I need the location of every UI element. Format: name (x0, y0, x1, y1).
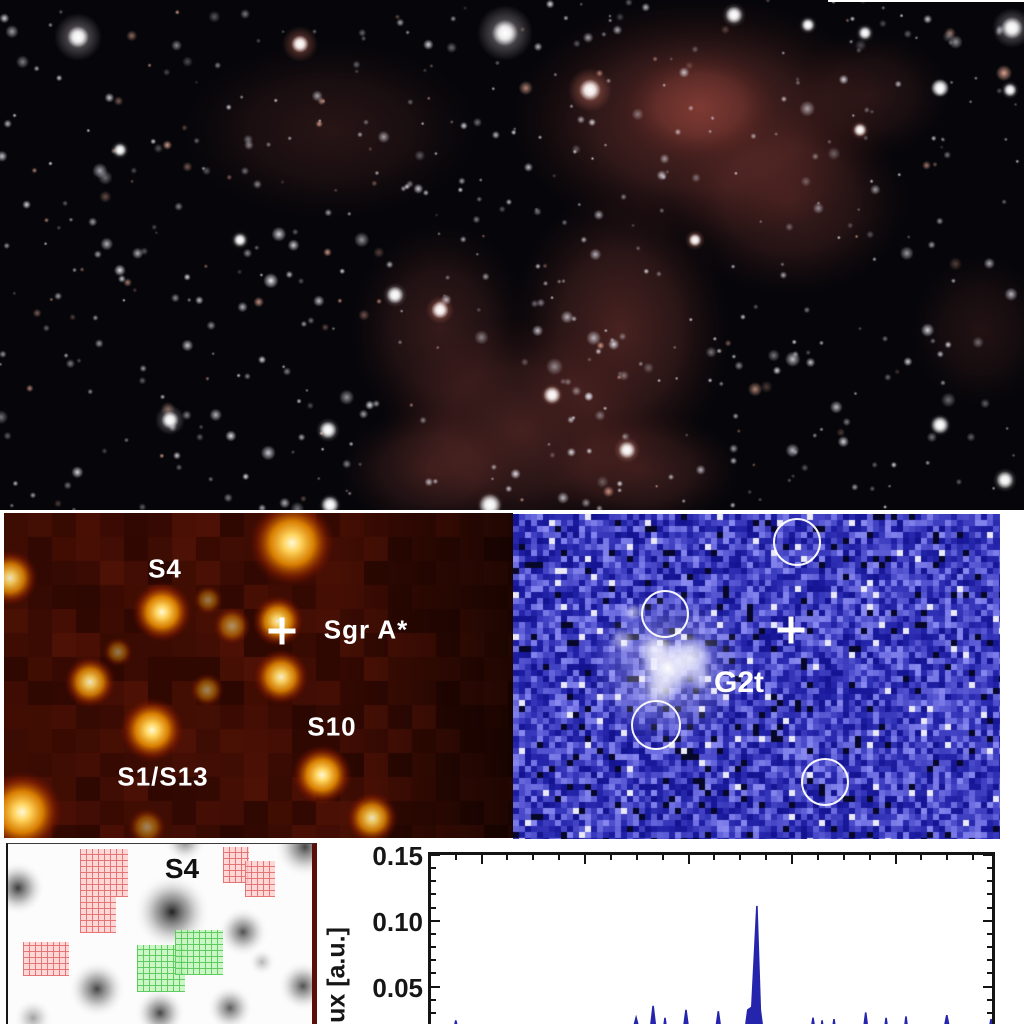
axis-tick (480, 855, 483, 864)
aperture-circle (631, 700, 681, 750)
axis-tick (946, 855, 949, 860)
axis-tick (584, 855, 586, 864)
axis-tick (431, 972, 436, 975)
axis-tick (661, 855, 664, 860)
axis-tick (987, 1011, 992, 1014)
axis-tick (816, 855, 819, 860)
axis-tick (431, 893, 436, 896)
image-edge-artifact (828, 0, 1024, 2)
axis-tick (431, 867, 436, 870)
object-label-g2t: G2t (713, 666, 765, 699)
axis-tick (431, 880, 436, 883)
star-label-s10: S10 (307, 711, 357, 742)
axis-tick (920, 855, 923, 860)
spectrum-plot-frame (428, 852, 995, 1024)
aperture-circle (801, 758, 849, 806)
axis-tick (983, 854, 992, 856)
residual-noise-image (513, 514, 1000, 839)
axis-tick (431, 854, 440, 856)
axis-tick (454, 855, 457, 860)
axis-tick (987, 906, 992, 909)
aperture-region-red (80, 849, 128, 897)
axis-tick (842, 855, 845, 860)
axis-tick (431, 959, 436, 962)
axis-tick (431, 998, 436, 1001)
axis-tick (987, 998, 992, 1001)
aperture-region-red (223, 847, 249, 883)
axis-tick (987, 972, 992, 975)
axis-tick (687, 855, 690, 864)
sky-image-panel (0, 0, 1024, 510)
axis-tick (987, 946, 992, 949)
axis-tick (431, 932, 436, 935)
aperture-region-red (245, 861, 275, 897)
axis-tick (987, 932, 992, 935)
axis-tick (983, 919, 992, 922)
axis-tick (532, 855, 535, 860)
axis-tick (791, 855, 794, 864)
axis-tick (713, 855, 716, 860)
y-axis-label: ux [a.u.] (322, 927, 351, 1023)
axis-tick (868, 855, 871, 860)
flux-map-image (4, 513, 513, 838)
aperture-region-red (80, 897, 116, 933)
axis-tick (609, 855, 612, 860)
axis-tick (635, 855, 638, 860)
sgra-position-cross-2 (777, 616, 805, 644)
axis-tick (506, 855, 509, 860)
axis-tick (765, 855, 768, 860)
axis-tick (987, 893, 992, 896)
aperture-region-green (175, 930, 223, 975)
star-label-sgra: Sgr A* (323, 614, 409, 645)
axis-tick (987, 959, 992, 962)
aperture-circle (773, 518, 821, 566)
axis-tick (987, 880, 992, 883)
residual-map-panel (513, 514, 1000, 839)
axis-tick (431, 985, 440, 988)
aperture-region-red (23, 942, 69, 976)
axis-tick (983, 985, 992, 988)
star-label-s4: S4 (148, 553, 182, 584)
y-tick-label-005: 0.05 (372, 973, 423, 1003)
axis-tick (431, 1011, 436, 1014)
axis-tick (739, 855, 742, 860)
starfield-image (0, 0, 1024, 510)
sgra-position-cross (268, 617, 296, 645)
star-label-s4-gray: S4 (164, 853, 200, 884)
axis-tick (431, 906, 436, 909)
y-tick-label-015: 0.15 (372, 841, 423, 871)
axis-tick (431, 946, 436, 949)
y-tick-label-010: 0.10 (372, 907, 423, 937)
aperture-circle (641, 590, 689, 638)
axis-tick (558, 855, 561, 860)
axis-tick (894, 855, 897, 864)
central-cluster-panel (4, 513, 513, 838)
axis-tick (972, 855, 975, 860)
axis-tick (987, 867, 992, 870)
star-label-s1s13: S1/S13 (117, 761, 209, 792)
axis-tick (431, 919, 440, 922)
